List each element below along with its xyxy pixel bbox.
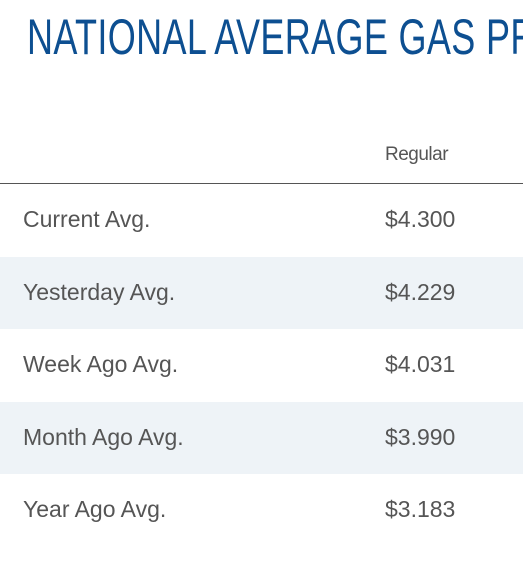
column-header: Regular — [385, 144, 449, 165]
price: $3.183 — [385, 496, 456, 522]
table-header: Regular — [0, 130, 523, 184]
row-label: Yesterday Avg. — [23, 278, 176, 305]
price: $4.300 — [385, 206, 456, 232]
price: $4.229 — [385, 278, 456, 305]
row-label: Week Ago Avg. — [23, 351, 179, 377]
price: $4.031 — [385, 351, 456, 377]
row-label: Year Ago Avg. — [23, 496, 167, 522]
table-row: Current Avg. $4.300 — [0, 184, 523, 257]
table-row: Yesterday Avg. $4.229 — [0, 256, 523, 329]
table-row: Week Ago Avg. $4.031 — [0, 329, 523, 402]
row-label: Month Ago Avg. — [23, 423, 184, 450]
row-label: Current Avg. — [23, 206, 151, 232]
table-row: Year Ago Avg. $3.183 — [0, 474, 523, 547]
page-title: NATIONAL AVERAGE GAS PR — [27, 9, 523, 65]
table-row: Month Ago Avg. $3.990 — [0, 401, 523, 474]
table-body: Current Avg. $4.300 Yesterday Avg. $4.229 We… — [0, 184, 523, 547]
price: $3.990 — [385, 423, 456, 450]
